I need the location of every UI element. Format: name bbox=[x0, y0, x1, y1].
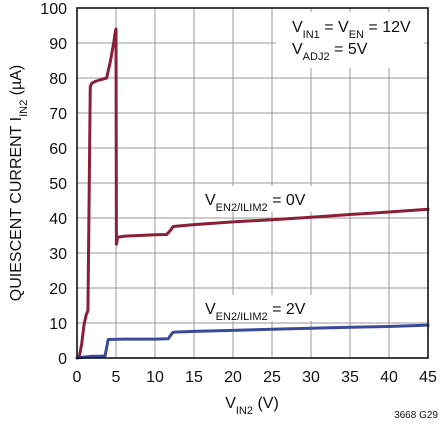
x-tick-label: 25 bbox=[263, 369, 281, 386]
series-line-en-2v bbox=[75, 323, 430, 360]
series-line-en-0v bbox=[75, 27, 430, 360]
y-tick-label: 70 bbox=[49, 106, 67, 123]
conditions-line-2: VADJ2 = 5V bbox=[292, 41, 368, 63]
series0-label: VEN2/ILIM2 = 0V bbox=[205, 192, 306, 214]
x-tick-label: 45 bbox=[419, 369, 437, 386]
x-tick-label: 10 bbox=[146, 369, 164, 386]
y-tick-labels: 0 10 20 30 40 50 60 70 80 90 100 bbox=[40, 1, 67, 368]
x-tick-label: 40 bbox=[380, 369, 398, 386]
x-tick-label: 0 bbox=[73, 369, 82, 386]
x-tick-label: 5 bbox=[112, 369, 121, 386]
y-tick-label: 60 bbox=[49, 141, 67, 158]
x-tick-label: 30 bbox=[302, 369, 320, 386]
x-tick-labels: 0 5 10 15 20 25 30 35 40 45 bbox=[73, 369, 437, 386]
series1-label-box bbox=[198, 295, 330, 321]
y-axis-label: QUIESCENT CURRENT IIN2 (µA) bbox=[8, 65, 30, 301]
y-tick-label: 80 bbox=[49, 71, 67, 88]
y-tick-label: 10 bbox=[49, 316, 67, 333]
series-group bbox=[75, 27, 430, 360]
y-tick-label: 90 bbox=[49, 36, 67, 53]
x-tick-label: 15 bbox=[185, 369, 203, 386]
figure-code: 3668 G29 bbox=[394, 410, 438, 421]
y-tick-label: 40 bbox=[49, 211, 67, 228]
series1-label: VEN2/ILIM2 = 2V bbox=[205, 301, 306, 323]
conditions-box bbox=[276, 12, 424, 68]
plot-frame bbox=[76, 7, 429, 359]
y-tick-label: 20 bbox=[49, 281, 67, 298]
conditions-line-1: VIN1 = VEN = 12V bbox=[292, 19, 411, 41]
y-tick-label: 0 bbox=[58, 351, 67, 368]
y-tick-label: 30 bbox=[49, 246, 67, 263]
x-tick-label: 35 bbox=[341, 369, 359, 386]
x-tick-label: 20 bbox=[224, 369, 242, 386]
y-tick-label: 100 bbox=[40, 1, 67, 18]
y-tick-label: 50 bbox=[49, 176, 67, 193]
x-axis-label: VIN2 (V) bbox=[225, 395, 279, 417]
series0-label-box bbox=[198, 186, 330, 212]
